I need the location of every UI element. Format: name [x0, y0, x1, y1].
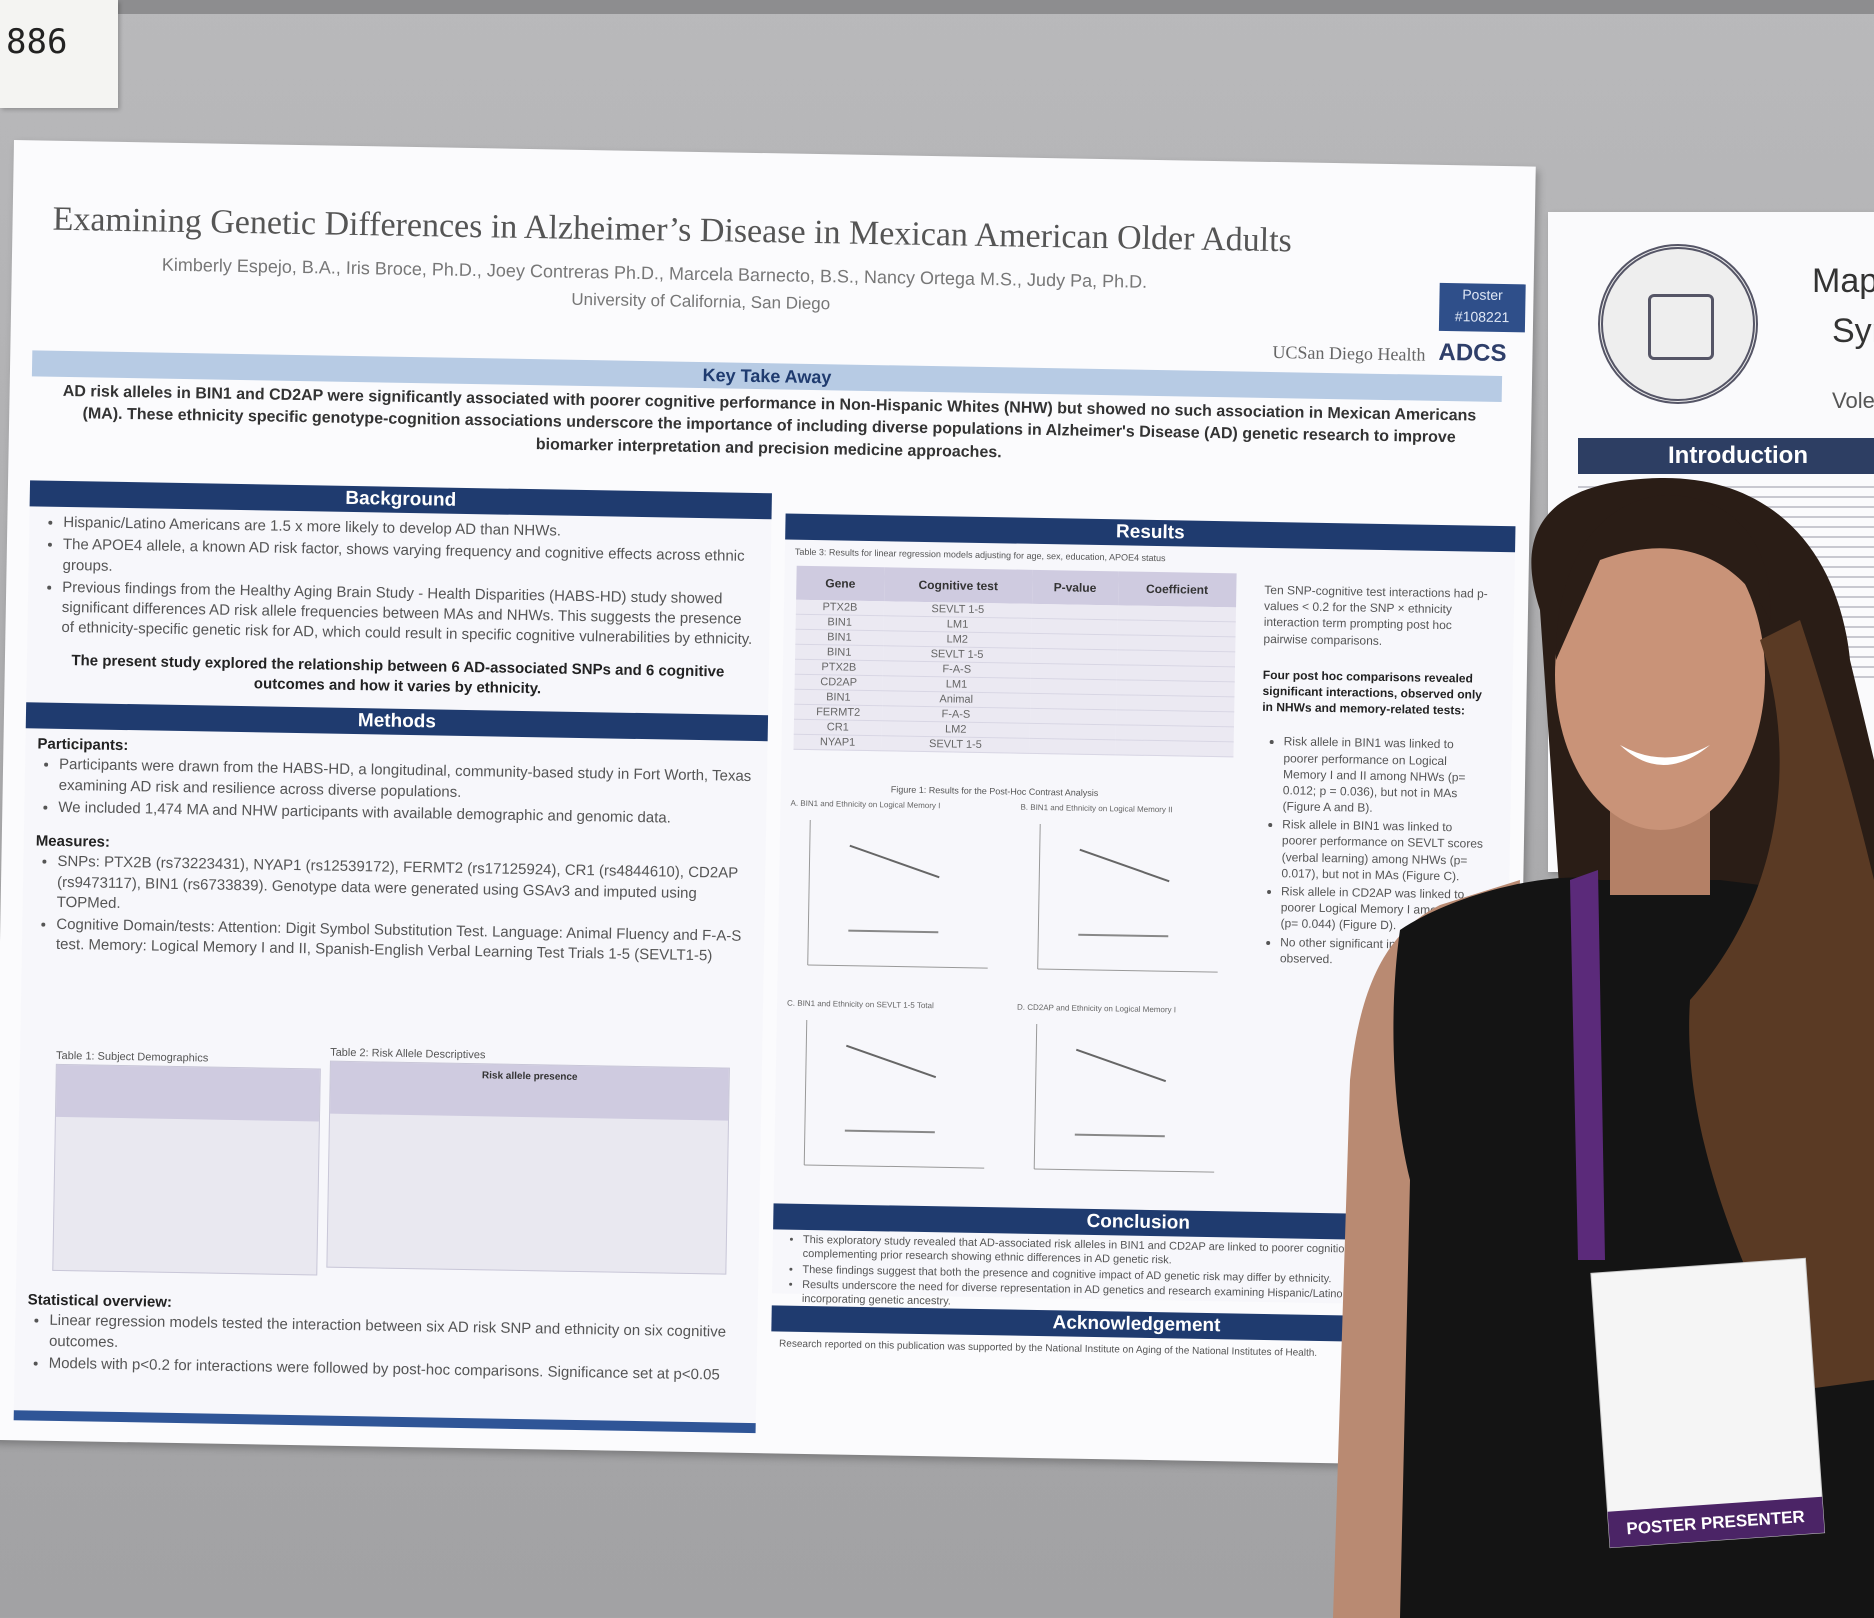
- university-seal: [1598, 244, 1758, 404]
- panel-plot: [803, 1019, 985, 1169]
- board-frame: [118, 0, 1874, 14]
- booth-number: 886: [0, 0, 118, 108]
- badge: POSTER PRESENTER: [1590, 1257, 1826, 1549]
- right-column: Results Table 3: Results for linear regr…: [771, 513, 1516, 1308]
- panel-plot: [1037, 824, 1218, 973]
- hair-long: [1689, 620, 1874, 1390]
- panel-plot: [807, 819, 988, 969]
- figure-panel: B. BIN1 and Ethnicity on Logical Memory …: [1017, 803, 1235, 992]
- neighbor-author: Vole: [1832, 388, 1874, 413]
- neighbor-introduction: Introduction: [1578, 438, 1874, 474]
- figure-panel: A. BIN1 and Ethnicity on Logical Memory …: [787, 799, 1005, 988]
- smile: [1620, 745, 1710, 765]
- lanyard: [1570, 870, 1605, 1260]
- figure-panels: A. BIN1 and Ethnicity on Logical Memory …: [784, 799, 1241, 1207]
- poster: Examining Genetic Differences in Alzheim…: [0, 140, 1536, 1467]
- panel-plot: [1033, 1023, 1215, 1173]
- neighbor-title-1: Map: [1812, 262, 1874, 300]
- face: [1555, 520, 1765, 830]
- neighbor-title-2: Syn: [1832, 312, 1874, 350]
- figure-panel: D. CD2AP and Ethnicity on Logical Memory…: [1014, 1003, 1232, 1192]
- hair-front: [1555, 495, 1771, 660]
- figure-panel: C. BIN1 and Ethnicity on SEVLT 1-5 Total: [784, 999, 1002, 1188]
